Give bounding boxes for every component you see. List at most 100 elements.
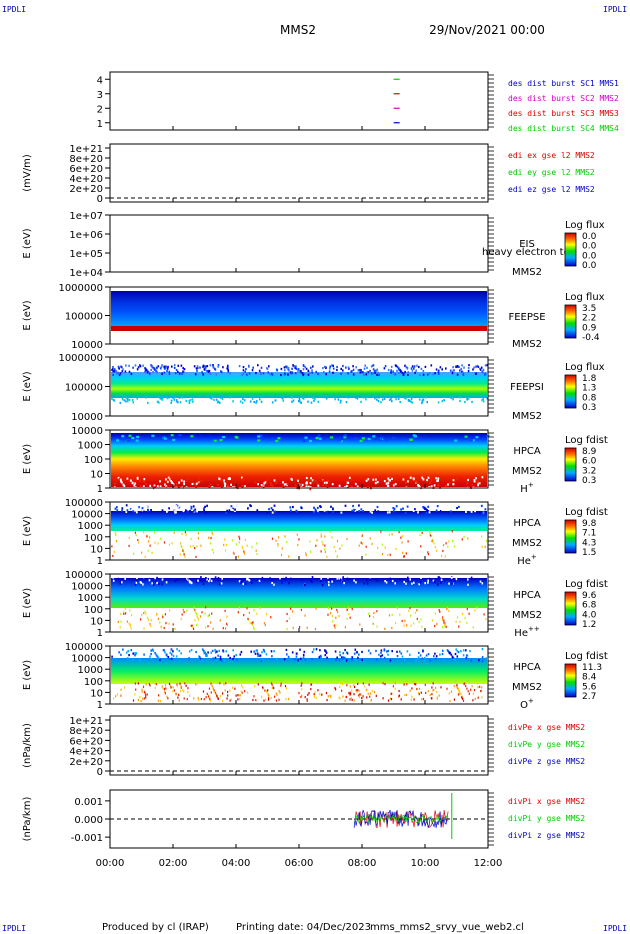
spacecraft-label: MMS2 bbox=[512, 610, 542, 621]
spectrogram-pixel bbox=[383, 649, 386, 652]
spectrogram-pixel bbox=[190, 582, 193, 585]
colorbar bbox=[564, 304, 577, 339]
spectrogram-pixel bbox=[468, 364, 470, 367]
spectrogram-pixel bbox=[322, 367, 324, 370]
spectrogram-pixel bbox=[209, 483, 212, 486]
spectrogram-pixel bbox=[358, 694, 360, 697]
spectrogram-pixel bbox=[442, 549, 444, 553]
spectrogram-pixel bbox=[307, 485, 310, 488]
spectrogram-pixel bbox=[286, 612, 288, 616]
spectrogram-pixel bbox=[188, 477, 190, 480]
spectrogram-pixel bbox=[196, 480, 199, 483]
spectrogram-pixel bbox=[306, 626, 308, 629]
spectrogram-pixel bbox=[405, 366, 407, 369]
spectrogram-pixel bbox=[425, 654, 428, 657]
spectrogram-pixel bbox=[154, 580, 157, 583]
spectrogram-pixel bbox=[326, 699, 328, 702]
spectrogram-pixel bbox=[139, 484, 142, 488]
spectrogram-pixel bbox=[334, 650, 337, 653]
spectrogram-pixel bbox=[214, 576, 217, 579]
y-axis-label: E (eV) bbox=[22, 588, 33, 618]
spectrogram-pixel bbox=[324, 487, 327, 490]
spectrogram-pixel bbox=[123, 612, 125, 615]
spectrogram-pixel bbox=[344, 648, 346, 652]
spectrogram-pixel bbox=[227, 487, 230, 490]
spectrogram-pixel bbox=[346, 617, 348, 620]
spectrogram-pixel bbox=[160, 397, 162, 400]
spectrogram-pixel bbox=[118, 478, 121, 481]
spectrogram-pixel bbox=[254, 481, 257, 484]
spectrogram-pixel bbox=[377, 371, 379, 374]
spectrogram-pixel bbox=[344, 486, 346, 489]
spectrogram-pixel bbox=[413, 581, 415, 584]
spectrogram-pixel bbox=[282, 486, 285, 489]
spectrogram-pixel bbox=[317, 400, 320, 403]
spectrogram-pixel bbox=[150, 619, 152, 622]
spectrogram-pixel bbox=[414, 611, 416, 614]
spectrogram-pixel bbox=[315, 509, 317, 512]
spectrogram-pixel bbox=[274, 695, 276, 698]
spectrogram-pixel bbox=[481, 511, 484, 514]
spectrogram-pixel bbox=[283, 658, 286, 661]
spectrogram-pixel bbox=[166, 480, 169, 483]
spectrogram-pixel bbox=[309, 439, 312, 443]
spectrogram-pixel bbox=[393, 373, 396, 376]
spectrogram-pixel bbox=[281, 581, 283, 584]
spectrogram-pixel bbox=[194, 610, 196, 613]
spectrogram-pixel bbox=[329, 365, 331, 368]
spectrogram-pixel bbox=[299, 657, 302, 660]
spectrogram-pixel bbox=[436, 696, 438, 699]
colorbar-tick-label: 0.0 bbox=[582, 232, 597, 242]
spectrogram-pixel bbox=[449, 510, 452, 513]
spectrogram-pixel bbox=[203, 507, 205, 510]
spectrogram-pixel bbox=[178, 649, 181, 652]
spectrogram-pixel bbox=[315, 544, 317, 547]
spectrogram-pixel bbox=[213, 366, 215, 369]
spectrogram-pixel bbox=[345, 659, 348, 662]
spectrogram-pixel bbox=[116, 693, 118, 696]
spectrogram-pixel bbox=[445, 484, 447, 487]
spectrogram-pixel bbox=[134, 482, 137, 485]
spectrogram-pixel bbox=[317, 511, 320, 514]
spectrogram-pixel bbox=[321, 584, 324, 587]
spectrogram-pixel bbox=[467, 478, 469, 482]
spectrogram-pixel bbox=[129, 624, 132, 627]
y-tick-label: 10 bbox=[90, 688, 103, 699]
spectrogram-pixel bbox=[465, 649, 467, 652]
spectrogram-pixel bbox=[356, 397, 359, 400]
spectrogram-pixel bbox=[452, 369, 455, 372]
spectrogram-pixel bbox=[212, 627, 214, 630]
spectrogram-pixel bbox=[286, 365, 288, 368]
spectrogram-pixel bbox=[434, 546, 436, 549]
spectrogram-pixel bbox=[331, 483, 334, 486]
spectrogram-pixel bbox=[227, 690, 229, 693]
spectrogram-pixel bbox=[318, 437, 322, 440]
spectrogram-pixel bbox=[432, 579, 435, 582]
spectrogram-pixel bbox=[298, 692, 300, 695]
spectrogram-pixel bbox=[232, 400, 234, 403]
spectrogram-pixel bbox=[352, 373, 355, 376]
spectrogram-pixel bbox=[453, 698, 455, 701]
spectrogram-pixel bbox=[203, 698, 205, 701]
spectrogram-pixel bbox=[302, 437, 306, 441]
spectrogram-pixel bbox=[132, 510, 135, 513]
y-tick-label: 4e+20 bbox=[69, 174, 103, 185]
spectrogram-pixel bbox=[337, 398, 340, 401]
spectrogram-pixel bbox=[211, 531, 213, 534]
spectrogram-pixel bbox=[145, 683, 147, 686]
spectrogram-pixel bbox=[253, 400, 255, 404]
spectrogram-pixel bbox=[373, 369, 376, 372]
spectrogram-pixel bbox=[167, 509, 169, 512]
spectrogram-pixel bbox=[124, 370, 127, 373]
spectrogram-pixel bbox=[122, 648, 124, 651]
spectrogram-pixel bbox=[163, 437, 167, 440]
spectrogram-pixel bbox=[211, 612, 213, 615]
spectrogram-pixel bbox=[379, 504, 382, 507]
spectrogram-pixel bbox=[457, 687, 459, 690]
spectrogram-pixel bbox=[140, 511, 143, 514]
spectrogram-pixel bbox=[175, 483, 178, 486]
spectrogram-pixel bbox=[410, 614, 412, 617]
spectrogram-pixel bbox=[182, 549, 184, 552]
spectrogram-pixel bbox=[115, 506, 118, 509]
